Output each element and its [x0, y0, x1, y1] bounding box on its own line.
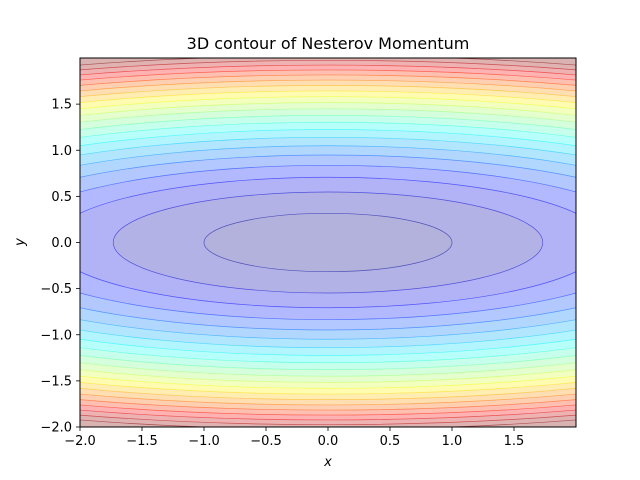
contour-line-11 — [80, 108, 576, 377]
contour-line-13 — [80, 96, 576, 389]
x-tick-label: −0.5 — [250, 434, 282, 449]
y-tick-label: −0.5 — [40, 282, 72, 297]
y-tick-label: 1.5 — [51, 98, 72, 113]
contour-line-3 — [80, 176, 576, 309]
y-tick-label: −2.0 — [40, 421, 72, 436]
y-axis-ticks: −2.0 −1.5 −1.0 −0.5 0.0 0.5 1.0 1.5 — [40, 98, 80, 436]
contour-line-10 — [80, 115, 576, 370]
contour-band-base-1 — [204, 213, 452, 272]
x-tick-label: 0.5 — [380, 434, 401, 449]
contour-line-19 — [80, 64, 576, 421]
x-tick-label: 1.5 — [504, 434, 525, 449]
contour-line-15 — [80, 85, 576, 400]
contour-line-17 — [80, 74, 576, 411]
contour-lines — [80, 58, 576, 427]
x-axis-label: x — [323, 455, 332, 470]
contour-band-1 — [204, 213, 452, 272]
contour-line-7 — [80, 137, 576, 348]
contour-line-5 — [80, 154, 576, 331]
contour-line-18 — [80, 69, 576, 416]
y-tick-label: −1.0 — [40, 328, 72, 343]
x-tick-label: 1.0 — [442, 434, 463, 449]
contour-line-16 — [80, 79, 576, 406]
contour-line-1 — [203, 212, 453, 273]
chart-title: 3D contour of Nesterov Momentum — [187, 34, 470, 53]
contour-line-8 — [80, 129, 576, 356]
y-tick-label: 1.0 — [51, 144, 72, 159]
contour-line-14 — [80, 90, 576, 395]
y-tick-label: −1.5 — [40, 374, 72, 389]
contour-line-6 — [80, 145, 576, 340]
contour-line-9 — [80, 121, 576, 364]
contour-line-4 — [80, 164, 576, 321]
y-tick-label: 0.5 — [51, 190, 72, 205]
contour-line-2 — [112, 191, 544, 294]
x-tick-label: 0.0 — [318, 434, 339, 449]
x-tick-label: −1.5 — [126, 434, 158, 449]
y-tick-label: 0.0 — [51, 236, 72, 251]
x-tick-label: −1.0 — [188, 434, 220, 449]
x-tick-label: −2.0 — [64, 434, 96, 449]
y-axis-label: y — [13, 238, 28, 247]
contour-line-12 — [80, 102, 576, 383]
contour-line-20 — [80, 60, 576, 425]
x-axis-ticks: −2.0 −1.5 −1.0 −0.5 0.0 0.5 1.0 1.5 — [64, 427, 524, 449]
contour-fills — [80, 58, 576, 427]
